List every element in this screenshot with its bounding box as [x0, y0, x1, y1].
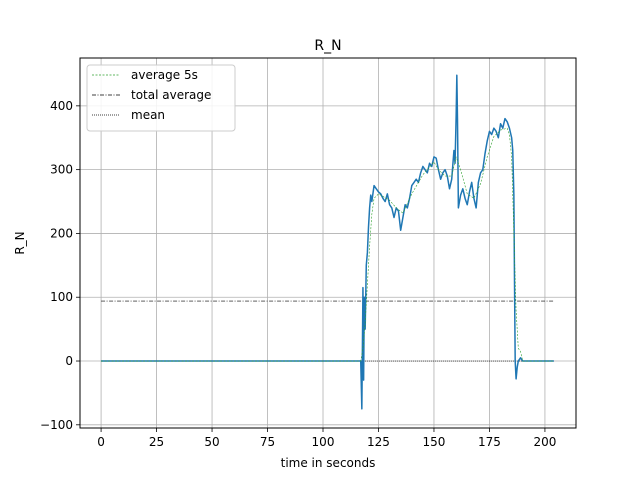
x-tick-label: 125 [367, 435, 390, 449]
x-tick-label: 25 [149, 435, 164, 449]
x-tick-label: 75 [260, 435, 275, 449]
legend: average 5s total average mean [86, 64, 236, 132]
x-tick-label: 175 [478, 435, 501, 449]
legend-label: mean [131, 108, 165, 122]
y-tick-label: −100 [40, 418, 73, 432]
y-axis-ticks: −100 0 100 200 300 400 [40, 99, 80, 432]
chart-title: R_N [314, 38, 341, 54]
y-tick-label: 0 [65, 354, 73, 368]
plot-frame [79, 57, 577, 429]
plot-series [101, 74, 554, 410]
x-tick-label: 0 [97, 435, 105, 449]
legend-label: average 5s [131, 68, 198, 82]
y-tick-label: 300 [50, 163, 73, 177]
legend-box [86, 64, 236, 132]
x-tick-label: 200 [533, 435, 556, 449]
series-line-r-n [101, 74, 554, 410]
x-axis-ticks: 0 25 50 75 100 125 150 175 200 [97, 428, 556, 449]
y-axis-label: R_N [13, 231, 27, 254]
y-tick-label: 400 [50, 99, 73, 113]
series-line-average-5s [101, 127, 554, 362]
x-tick-label: 150 [423, 435, 446, 449]
y-tick-label: 200 [50, 226, 73, 240]
x-tick-label: 100 [312, 435, 335, 449]
x-axis-label: time in seconds [281, 456, 376, 470]
y-tick-label: 100 [50, 290, 73, 304]
legend-label: total average [131, 88, 211, 102]
x-tick-label: 50 [204, 435, 219, 449]
